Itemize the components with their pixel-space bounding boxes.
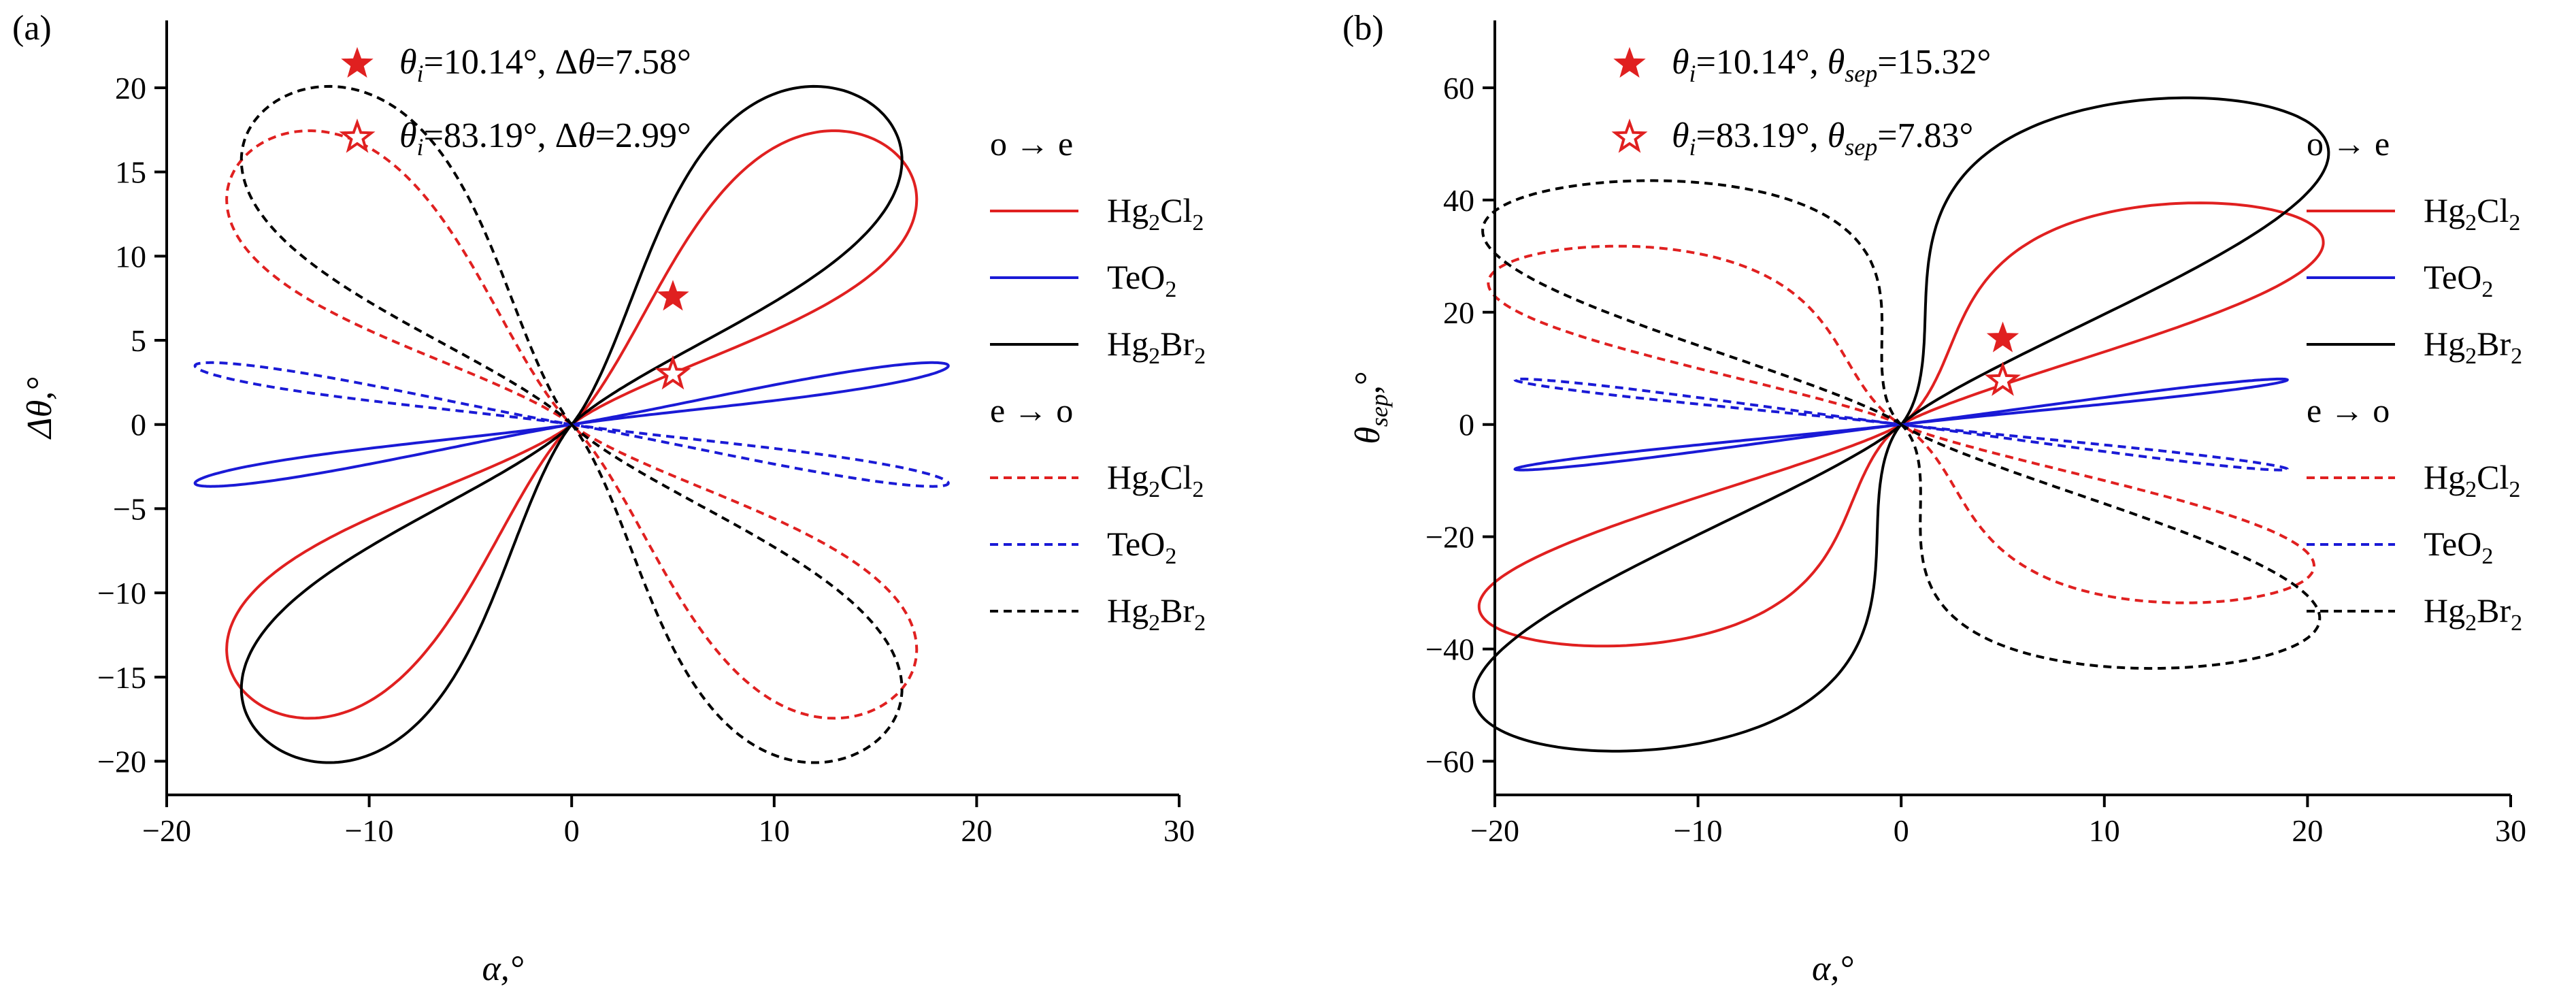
panel-label: (b): [1342, 9, 1384, 48]
data-marker-open-star: [655, 355, 691, 390]
series-line-teo2-o-e-lobe0: [572, 361, 950, 426]
series-line-hg2cl2-e-o-lobe1: [225, 129, 573, 426]
y-tick-label: 10: [115, 239, 146, 274]
data-marker-filled-star: [1986, 321, 2019, 353]
x-tick-label: 20: [2292, 813, 2323, 848]
legend: o → e Hg2Cl2 TeO2 Hg2Br2 e → o Hg2Cl2 TeO2 Hg2B…: [990, 125, 1206, 636]
x-tick-label: 30: [1163, 813, 1195, 848]
series-line-hg2cl2-e-o-lobe0: [1900, 423, 2315, 604]
series-line-hg2cl2-o-e-lobe0: [570, 129, 919, 426]
x-tick-label: −10: [345, 813, 394, 848]
y-tick-label: 15: [115, 155, 146, 190]
series-line-hg2br2-e-o-lobe1: [240, 84, 573, 426]
annotation-filled-star-icon: [1613, 47, 1646, 78]
x-tick-label: −20: [1470, 813, 1519, 848]
series-line-teo2-e-o-lobe0: [570, 423, 950, 488]
y-tick-label: −10: [97, 576, 146, 610]
panel-label: (a): [12, 9, 52, 48]
x-tick-label: 0: [564, 813, 580, 848]
y-tick-label: 60: [1443, 71, 1474, 105]
legend-label: TeO2: [1107, 525, 1176, 569]
y-axis-label: θsep,°: [1349, 371, 1393, 444]
y-tick-label: 20: [115, 71, 146, 105]
series-line-hg2br2-e-o-lobe1: [1481, 179, 1902, 426]
series-line-hg2cl2-o-e-lobe0: [1900, 201, 2325, 426]
legend: o → e Hg2Cl2 TeO2 Hg2Br2 e → o Hg2Cl2 TeO2 Hg2B…: [2307, 125, 2522, 636]
y-tick-label: 5: [131, 323, 146, 358]
series-line-teo2-o-e-lobe0: [1901, 377, 2289, 426]
legend-label: Hg2Cl2: [1107, 458, 1204, 502]
y-axis-label: Δθ,°: [20, 377, 59, 440]
series-line-teo2-e-o-lobe0: [1900, 423, 2289, 472]
x-tick-label: 10: [759, 813, 790, 848]
x-tick-label: 0: [1894, 813, 1909, 848]
legend-group-title: o → e: [990, 125, 1073, 163]
x-tick-label: 10: [2089, 813, 2120, 848]
series-line-hg2br2-o-e-lobe1: [240, 423, 573, 764]
x-tick-label: −10: [1674, 813, 1723, 848]
legend-label: Hg2Cl2: [1107, 191, 1204, 235]
series-line-teo2-o-e-lobe1: [193, 423, 573, 488]
series-line-hg2cl2-o-e-lobe1: [1477, 423, 1902, 648]
series-line-hg2br2-e-o-lobe0: [570, 423, 904, 764]
y-tick-label: −5: [113, 491, 146, 526]
x-tick-label: 20: [961, 813, 992, 848]
x-axis-label: α,°: [482, 949, 523, 988]
series-group: [1472, 96, 2330, 753]
panel-b: −20 −10 0 10 20 30 −60 −40 −20 0 20 40 60 α,° θsep,° (b…: [1342, 9, 2526, 988]
series-line-hg2cl2-e-o-lobe1: [1487, 244, 1902, 426]
annotation-filled-star-icon: [341, 47, 374, 78]
legend-label: Hg2Cl2: [2424, 458, 2520, 502]
series-line-hg2cl2-e-o-lobe0: [570, 423, 919, 720]
legend-label: TeO2: [2424, 525, 2493, 569]
legend-label: Hg2Br2: [2424, 325, 2522, 369]
x-tick-label: 30: [2495, 813, 2526, 848]
y-tick-label: −20: [97, 745, 146, 779]
legend-label: Hg2Cl2: [2424, 191, 2520, 235]
annotation-label: θi=83.19°, Δθ=2.99°: [399, 116, 691, 161]
legend-group-title: e → o: [990, 391, 1073, 429]
y-tick-label: 0: [1459, 408, 1474, 442]
data-marker-filled-star: [657, 280, 689, 311]
y-tick-label: −60: [1425, 745, 1474, 779]
legend-label: Hg2Br2: [1107, 325, 1206, 369]
series-line-hg2br2-o-e-lobe0: [1900, 96, 2330, 426]
legend-label: TeO2: [1107, 258, 1176, 302]
annotation-label: θi=10.14°, θsep=15.32°: [1672, 43, 1991, 87]
legend-label: TeO2: [2424, 258, 2493, 302]
annotation-open-star-icon: [339, 118, 376, 153]
series-line-teo2-e-o-lobe1: [1513, 377, 1902, 426]
annotation-label: θi=10.14°, Δθ=7.58°: [399, 43, 691, 87]
y-tick-label: 0: [131, 408, 146, 442]
legend-group-title: e → o: [2307, 391, 2390, 429]
data-marker-open-star: [1985, 361, 2021, 396]
series-line-hg2cl2-o-e-lobe1: [225, 423, 573, 720]
y-tick-label: 20: [1443, 295, 1474, 330]
annotation-open-star-icon: [1611, 118, 1648, 153]
legend-label: Hg2Br2: [2424, 591, 2522, 636]
series-line-hg2br2-o-e-lobe0: [570, 84, 904, 426]
y-tick-label: 40: [1443, 183, 1474, 218]
series-group: [193, 84, 950, 764]
y-tick-label: −15: [97, 660, 146, 695]
series-line-teo2-e-o-lobe1: [193, 361, 572, 426]
legend-label: Hg2Br2: [1107, 591, 1206, 636]
series-line-teo2-o-e-lobe1: [1513, 423, 1902, 472]
legend-group-title: o → e: [2307, 125, 2390, 163]
x-tick-label: −20: [142, 813, 191, 848]
x-axis-label: α,°: [1812, 949, 1853, 988]
annotation-label: θi=83.19°, θsep=7.83°: [1672, 116, 1973, 161]
panel-a: −20 −10 0 10 20 30 −20 −15 −10 −5 0 5 10 15 20 α,° Δθ,° (…: [12, 9, 1206, 988]
y-tick-label: −20: [1425, 520, 1474, 555]
series-line-hg2br2-o-e-lobe1: [1472, 423, 1902, 753]
y-tick-label: −40: [1425, 632, 1474, 667]
series-line-hg2br2-e-o-lobe0: [1900, 423, 2322, 670]
